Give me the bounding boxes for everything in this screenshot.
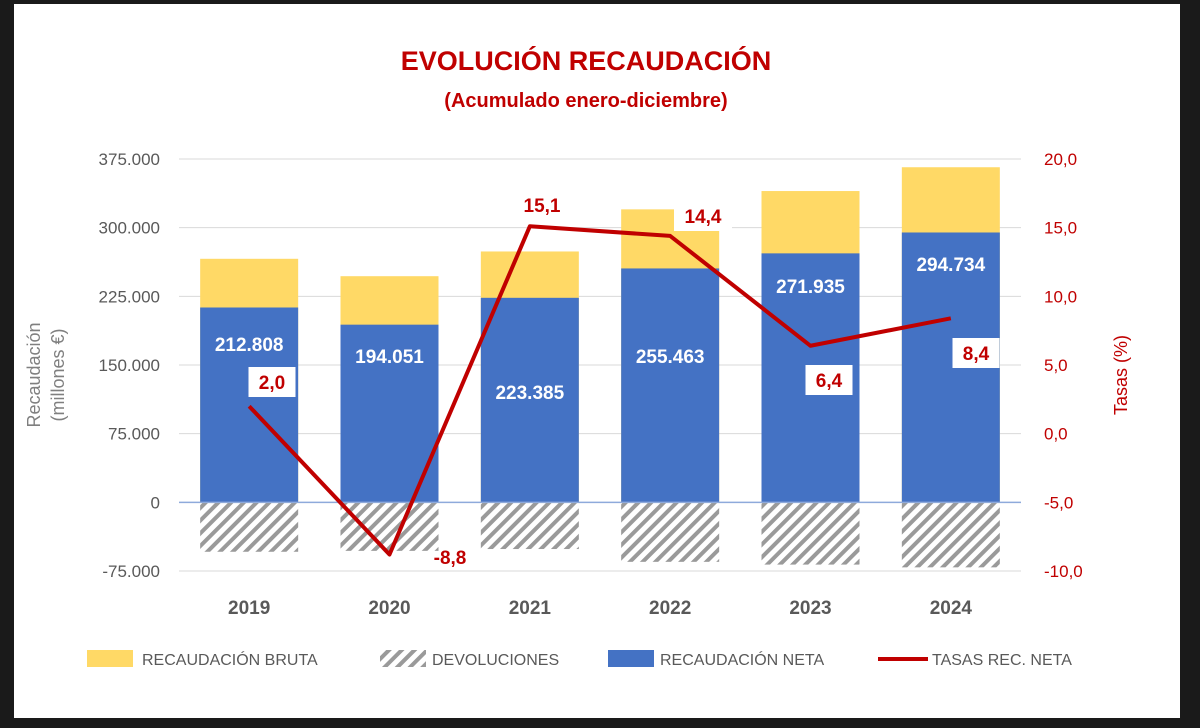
bar-recaudacion-neta — [340, 324, 439, 503]
x-tick-label: 2019 — [228, 598, 270, 619]
data-label-box — [805, 365, 853, 395]
bar-recaudacion-neta — [621, 268, 720, 503]
bar-devoluciones — [901, 502, 1000, 568]
chart-frame: EVOLUCIÓN RECAUDACIÓN (Acumulado enero-d… — [14, 4, 1180, 718]
data-label-neta: 223.385 — [495, 383, 564, 404]
y-tick-left: 300.000 — [99, 219, 160, 238]
bar-devoluciones — [761, 502, 860, 565]
data-label-tasa: 14,4 — [685, 207, 722, 228]
bar-devoluciones — [621, 502, 720, 562]
legend-swatch-bruta — [87, 650, 133, 667]
y-tick-right: 0,0 — [1044, 425, 1068, 444]
data-label-box — [952, 338, 1000, 368]
x-tick-label: 2023 — [789, 598, 831, 619]
y-tick-right: -5,0 — [1044, 493, 1073, 512]
bar-devoluciones — [340, 502, 439, 551]
y-tick-left: -75.000 — [102, 562, 160, 581]
x-tick-label: 2024 — [930, 598, 973, 619]
data-label-neta: 271.935 — [776, 277, 845, 298]
y-axis-title-left-line1: Recaudación — [24, 322, 44, 427]
y-tick-right: -10,0 — [1044, 562, 1083, 581]
legend-label-tasas: TASAS REC. NETA — [932, 652, 1072, 669]
data-label-tasa: 6,4 — [816, 371, 843, 392]
data-label-tasa: 2,0 — [259, 373, 285, 394]
bar-devoluciones — [480, 502, 579, 550]
data-label-neta: 294.734 — [916, 255, 985, 276]
data-label-tasa: -8,8 — [434, 548, 467, 569]
y-axis-title-left-line2: (millones €) — [48, 328, 68, 421]
x-tick-label: 2021 — [509, 598, 552, 619]
y-tick-left: 375.000 — [99, 150, 160, 169]
y-tick-right: 20,0 — [1044, 150, 1077, 169]
data-label-neta: 194.051 — [355, 347, 424, 368]
y-tick-right: 5,0 — [1044, 356, 1068, 375]
bar-recaudacion-neta — [480, 297, 579, 503]
plot-area: 375.000 300.000 225.000 150.000 75.000 0 -75.0… — [24, 150, 1131, 669]
y-tick-left: 150.000 — [99, 356, 160, 375]
x-tick-label: 2020 — [368, 598, 410, 619]
data-label-tasa: 15,1 — [524, 196, 561, 217]
chart: EVOLUCIÓN RECAUDACIÓN (Acumulado enero-d… — [24, 45, 1131, 669]
bar-recaudacion-neta — [200, 307, 299, 503]
chart-title: EVOLUCIÓN RECAUDACIÓN — [401, 45, 772, 76]
bar-devoluciones — [200, 502, 299, 552]
data-label-box — [248, 367, 296, 397]
y-tick-left: 0 — [151, 493, 160, 512]
legend-label-bruta: RECAUDACIÓN BRUTA — [142, 650, 318, 669]
y-tick-right: 10,0 — [1044, 287, 1077, 306]
chart-subtitle: (Acumulado enero-diciembre) — [444, 90, 727, 112]
data-label-box — [674, 201, 732, 231]
y-tick-left: 225.000 — [99, 287, 160, 306]
y-tick-right: 15,0 — [1044, 219, 1077, 238]
legend-swatch-neta — [608, 650, 654, 667]
data-label-neta: 212.808 — [215, 335, 284, 356]
legend-swatch-devoluciones — [380, 650, 426, 667]
data-label-tasa: 8,4 — [963, 344, 990, 365]
y-tick-left: 75.000 — [108, 425, 160, 444]
x-tick-label: 2022 — [649, 598, 691, 619]
legend-label-devoluciones: DEVOLUCIONES — [432, 652, 559, 669]
y-axis-title-right: Tasas (%) — [1111, 335, 1131, 415]
legend-label-neta: RECAUDACIÓN NETA — [660, 650, 824, 669]
data-label-neta: 255.463 — [636, 347, 705, 368]
line-tasas-rec-neta — [247, 224, 952, 557]
